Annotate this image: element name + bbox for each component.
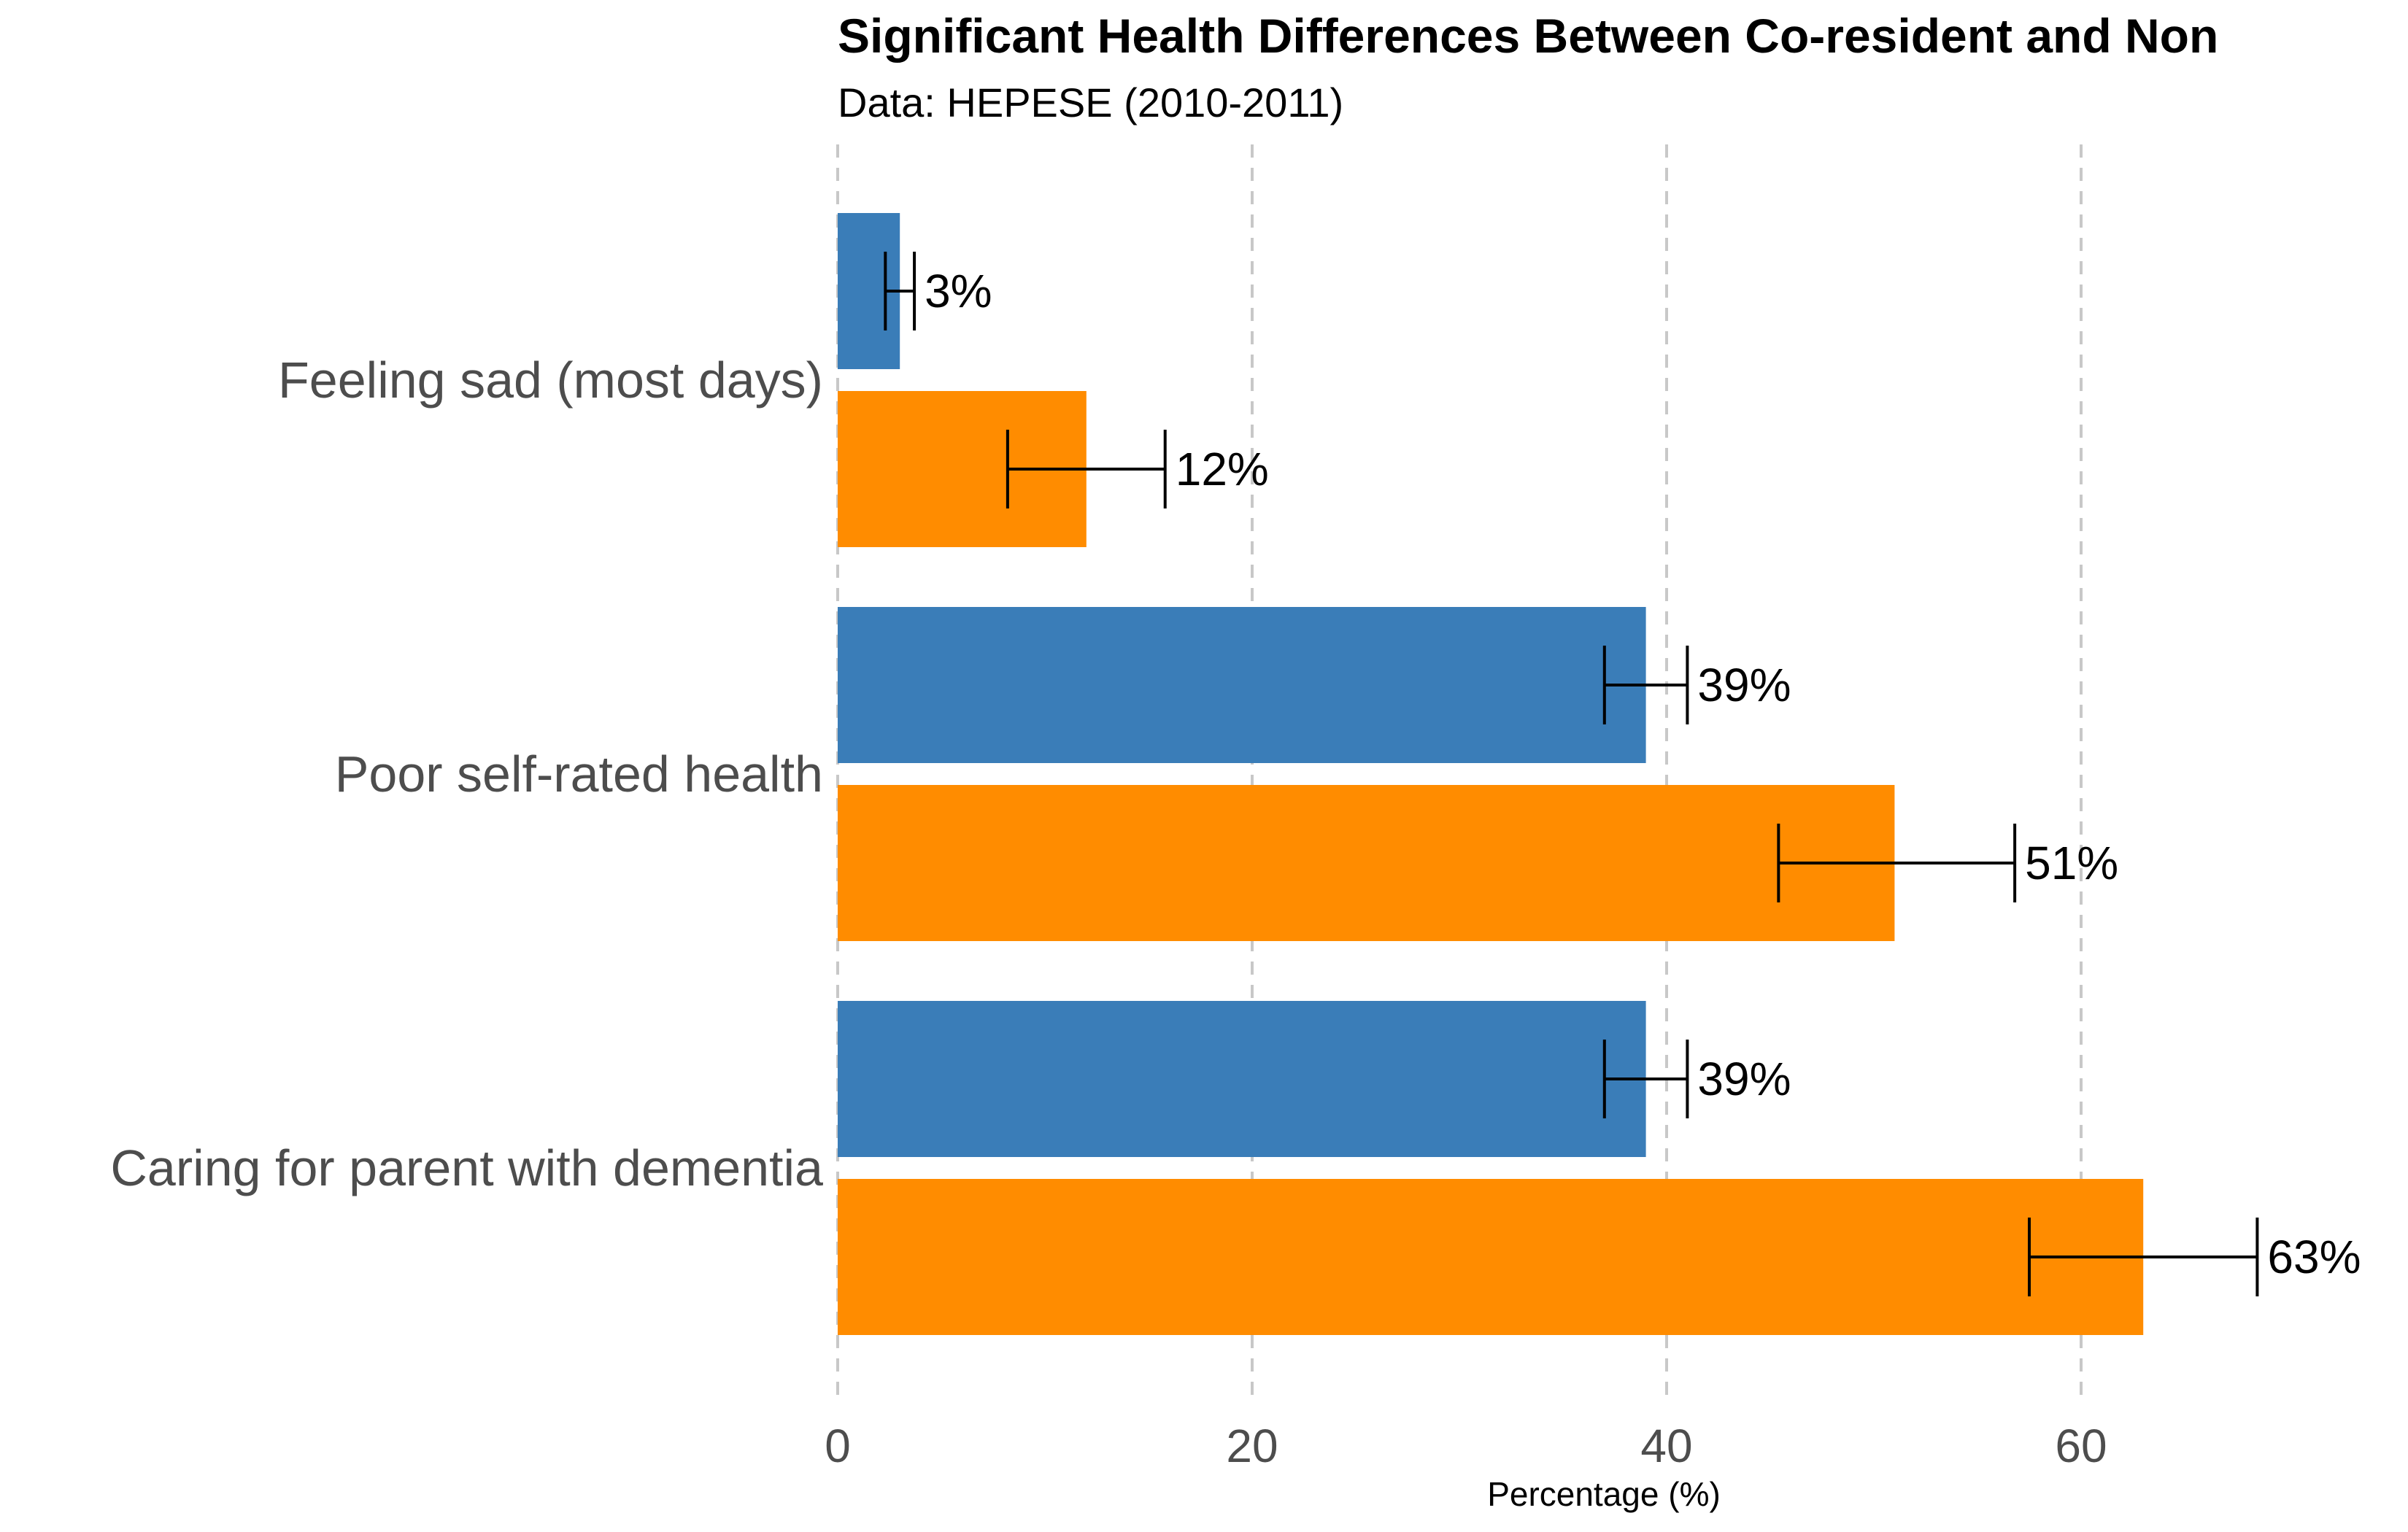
data-label-series1-cat1: 3% xyxy=(925,265,992,317)
error-bar-series2-cat2 xyxy=(1777,824,2017,902)
error-bar-series2-cat1 xyxy=(1006,430,1167,508)
data-label-series2-cat2: 51% xyxy=(2025,837,2118,889)
x-axis-title: Percentage (%) xyxy=(1487,1475,1721,1513)
bars xyxy=(838,213,2144,1335)
data-label-series1-cat3: 39% xyxy=(1697,1053,1791,1105)
x-tick-label-0: 0 xyxy=(825,1420,851,1472)
data-label-series2-cat1: 12% xyxy=(1176,443,1269,495)
error-bar-series1-cat1 xyxy=(884,252,916,330)
x-tick-labels: 0 20 40 60 xyxy=(825,1420,2107,1472)
chart-subtitle: Data: HEPESE (2010-2011) xyxy=(838,80,1343,125)
error-bar-series2-cat3 xyxy=(2028,1218,2259,1296)
bar-series1-cat3 xyxy=(838,1001,1646,1157)
x-tick-label-40: 40 xyxy=(1640,1420,1692,1472)
data-labels: 3% 12% 39% 51% 39% 63% xyxy=(925,265,2361,1283)
x-tick-label-60: 60 xyxy=(2055,1420,2107,1472)
bar-series2-cat2 xyxy=(838,785,1895,941)
error-bars xyxy=(884,252,2259,1296)
data-label-series2-cat3: 63% xyxy=(2267,1231,2361,1283)
error-bar-series1-cat3 xyxy=(1602,1040,1689,1118)
bar-series1-cat2 xyxy=(838,607,1646,763)
error-bar-series1-cat2 xyxy=(1602,646,1689,724)
chart-title: Significant Health Differences Between C… xyxy=(838,9,2218,63)
bar-series2-cat3 xyxy=(838,1179,2144,1335)
category-label-1: Feeling sad (most days) xyxy=(278,352,823,409)
category-label-2: Poor self-rated health xyxy=(335,746,823,802)
x-tick-label-20: 20 xyxy=(1226,1420,1278,1472)
data-label-series1-cat2: 39% xyxy=(1697,659,1791,711)
category-label-3: Caring for parent with dementia xyxy=(110,1140,823,1196)
category-labels: Feeling sad (most days) Poor self-rated h… xyxy=(110,352,823,1196)
